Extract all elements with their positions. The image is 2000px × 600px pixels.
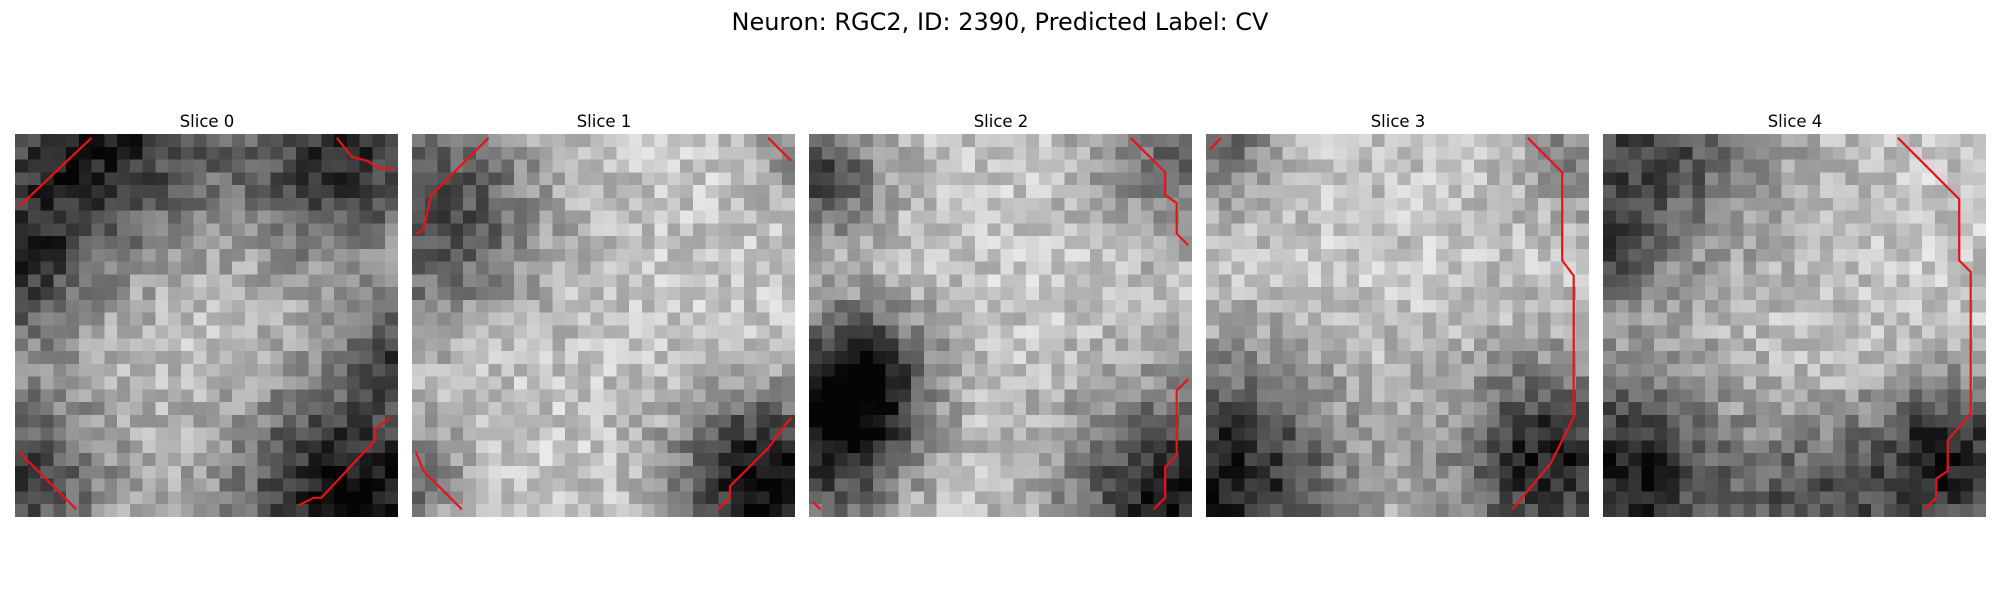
contour-line	[1209, 137, 1223, 151]
contour-line	[1897, 137, 1972, 511]
contour-line	[18, 137, 93, 208]
slice-panel-0: Slice 0	[15, 112, 399, 517]
contour-line	[1511, 137, 1575, 511]
slice-title: Slice 3	[1370, 112, 1426, 131]
slice-title: Slice 0	[179, 112, 235, 131]
slice-title: Slice 4	[1767, 112, 1823, 131]
contour-line	[335, 137, 395, 170]
contour-line	[18, 451, 78, 511]
slice-image	[809, 134, 1192, 517]
slice-image	[412, 134, 795, 517]
contour-overlay	[812, 137, 1189, 511]
contour-overlay	[1209, 137, 1575, 511]
slice-image	[1206, 134, 1589, 517]
slice-panel-2: Slice 2	[809, 112, 1193, 517]
contour-line	[1152, 378, 1189, 511]
contour-line	[1129, 137, 1189, 246]
contour-line	[414, 451, 463, 511]
slice-title: Slice 2	[973, 112, 1029, 131]
slice-image	[1603, 134, 1986, 517]
contour-overlay	[1897, 137, 1972, 511]
contour-line	[297, 416, 391, 507]
contour-overlay	[18, 137, 395, 511]
contour-line	[812, 500, 822, 511]
contour-overlay	[414, 137, 793, 511]
slice-panel-3: Slice 3	[1206, 112, 1590, 517]
slice-panel-1: Slice 1	[412, 112, 796, 517]
slice-title: Slice 1	[576, 112, 632, 131]
contour-line	[717, 416, 793, 511]
slice-panel-4: Slice 4	[1603, 112, 1987, 517]
figure-title: Neuron: RGC2, ID: 2390, Predicted Label:…	[731, 8, 1269, 36]
contour-line	[767, 137, 792, 162]
slice-image	[15, 134, 398, 517]
contour-line	[415, 137, 490, 235]
